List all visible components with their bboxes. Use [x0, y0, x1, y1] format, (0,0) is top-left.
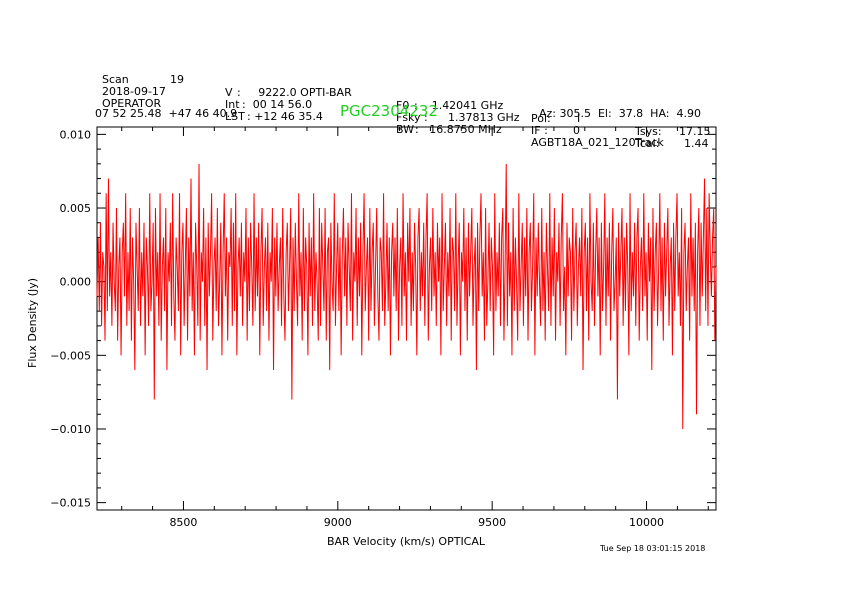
header-row-2: 2018-09-17 Int: 00 14 56.0 Fsky : 1.37813…	[95, 72, 709, 150]
y-tick-label: −0.010	[50, 423, 91, 436]
tcal-value: 1.44	[684, 137, 709, 150]
timestamp: Tue Sep 18 03:01:15 2018	[600, 544, 706, 553]
f0-value: : 1.42041 GHz	[414, 99, 504, 112]
pol-value: I	[577, 112, 581, 125]
date-label: 2018-09-17	[102, 85, 166, 98]
f0-label: F0	[396, 99, 410, 112]
header-row-1: Scan 19 V : 9222.0 OPTI-BAR F0 : 1.42041 GH…	[95, 60, 711, 138]
int-label: Int	[225, 98, 240, 111]
source-coordinates: 07 52 25.48 +47 46 40.9	[95, 107, 238, 120]
bw-label: BW	[396, 123, 415, 136]
x-axis-label: BAR Velocity (km/s) OPTICAL	[327, 535, 486, 548]
project-label: AGBT18A_021_120	[531, 136, 636, 149]
fsky-label: Fsky :	[396, 111, 428, 124]
lst-label: LST	[225, 110, 245, 123]
track-label: Track	[635, 136, 664, 149]
y-tick-label: 0.005	[60, 202, 92, 215]
y-tick-label: 0.000	[60, 276, 92, 289]
axes: −0.015 −0.010 −0.005 0.000 0.005 0.010 8500 900…	[50, 126, 717, 529]
fsky-value: 1.37813 GHz	[448, 111, 520, 124]
y-tick-label: −0.005	[50, 349, 91, 362]
velocity-value: : 9222.0 OPTI-BAR	[237, 86, 352, 99]
scan-value: 19	[170, 73, 184, 86]
tsys-value: 17.15	[679, 125, 711, 138]
y-tick-label: −0.015	[50, 497, 91, 510]
spectrum-line-group	[96, 163, 717, 429]
tsys-label: Tsys:	[635, 125, 662, 138]
header-row-3: OPERATOR LST: +12 46 35.4 BW: 16.8750 MH…	[95, 84, 664, 149]
tcal-label: Tcal:	[635, 137, 660, 150]
x-tick-label: 9500	[478, 516, 506, 529]
scan-label: Scan	[102, 73, 129, 86]
y-tick-label: 0.010	[60, 128, 92, 141]
object-name: PGC2304232	[340, 102, 438, 120]
x-tick-label: 8500	[169, 516, 197, 529]
x-tick-label: 10000	[629, 516, 664, 529]
az-el-ha: Az: 305.5 El: 37.8 HA: 4.90	[539, 107, 701, 120]
pol-label: Pol:	[531, 112, 551, 125]
lst-value: : +12 46 35.4	[247, 110, 323, 123]
if-value: 0	[573, 124, 580, 137]
velocity-label: V	[225, 86, 233, 99]
int-value: : 00 14 56.0	[242, 98, 313, 111]
x-tick-label: 9000	[324, 516, 352, 529]
spectrum-line	[96, 163, 717, 429]
bw-value: : 16.8750 MHz	[415, 123, 502, 136]
if-label: IF :	[531, 124, 548, 137]
plot-frame	[96, 126, 717, 511]
operator-label: OPERATOR	[102, 97, 162, 110]
y-axis-label: Flux Density (Jy)	[26, 278, 39, 368]
